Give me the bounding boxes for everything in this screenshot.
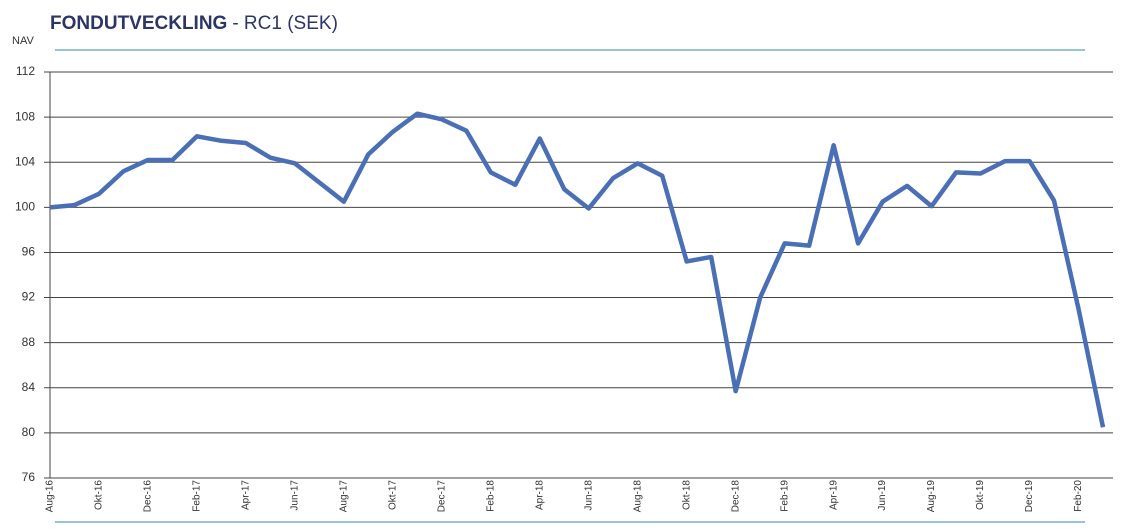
x-tick-label: Jun-19: [877, 480, 888, 511]
y-tick-label: 80: [22, 425, 36, 439]
x-tick-label: Feb-17: [192, 480, 203, 512]
x-tick-label: Dec-17: [436, 480, 447, 513]
y-tick-label: 76: [22, 470, 36, 484]
chart-subtitle: - RC1 (SEK): [232, 13, 338, 34]
y-axis-label: NAV: [12, 35, 34, 47]
y-tick-label: 112: [16, 64, 35, 78]
chart-heading: FONDUTVECKLING - RC1 (SEK): [50, 13, 338, 34]
y-tick-label: 96: [22, 245, 36, 259]
x-tick-label: Feb-20: [1073, 480, 1084, 512]
x-tick-label: Okt-19: [975, 480, 986, 510]
y-tick-label: 100: [15, 200, 35, 214]
x-tick-label: Apr-19: [828, 480, 839, 510]
x-tick-label: Apr-17: [241, 480, 252, 510]
x-tick-label: Dec-18: [730, 480, 741, 513]
y-tick-label: 108: [15, 109, 35, 123]
x-tick-label: Feb-19: [779, 480, 790, 512]
x-tick-label: Dec-16: [143, 480, 154, 513]
chart-title: FONDUTVECKLING: [50, 13, 227, 34]
y-tick-label: 88: [22, 335, 36, 349]
x-tick-label: Aug-18: [632, 480, 643, 513]
y-tick-label: 104: [15, 154, 35, 168]
x-tick-label: Aug-16: [45, 480, 56, 513]
x-tick-label: Aug-17: [339, 480, 350, 513]
x-tick-label: Aug-19: [926, 480, 937, 513]
x-tick-label: Apr-18: [534, 480, 545, 510]
x-tick-label: Feb-18: [485, 480, 496, 512]
y-tick-label: 92: [22, 290, 36, 304]
x-tick-label: Jun-18: [583, 480, 594, 511]
y-tick-label: 84: [22, 380, 36, 394]
x-tick-label: Okt-18: [681, 480, 692, 510]
x-tick-label: Dec-19: [1024, 480, 1035, 513]
x-tick-label: Jun-17: [290, 480, 301, 511]
data-line: [49, 111, 1106, 428]
x-tick-label: Okt-17: [387, 480, 398, 510]
x-tick-label: Okt-16: [94, 480, 105, 510]
